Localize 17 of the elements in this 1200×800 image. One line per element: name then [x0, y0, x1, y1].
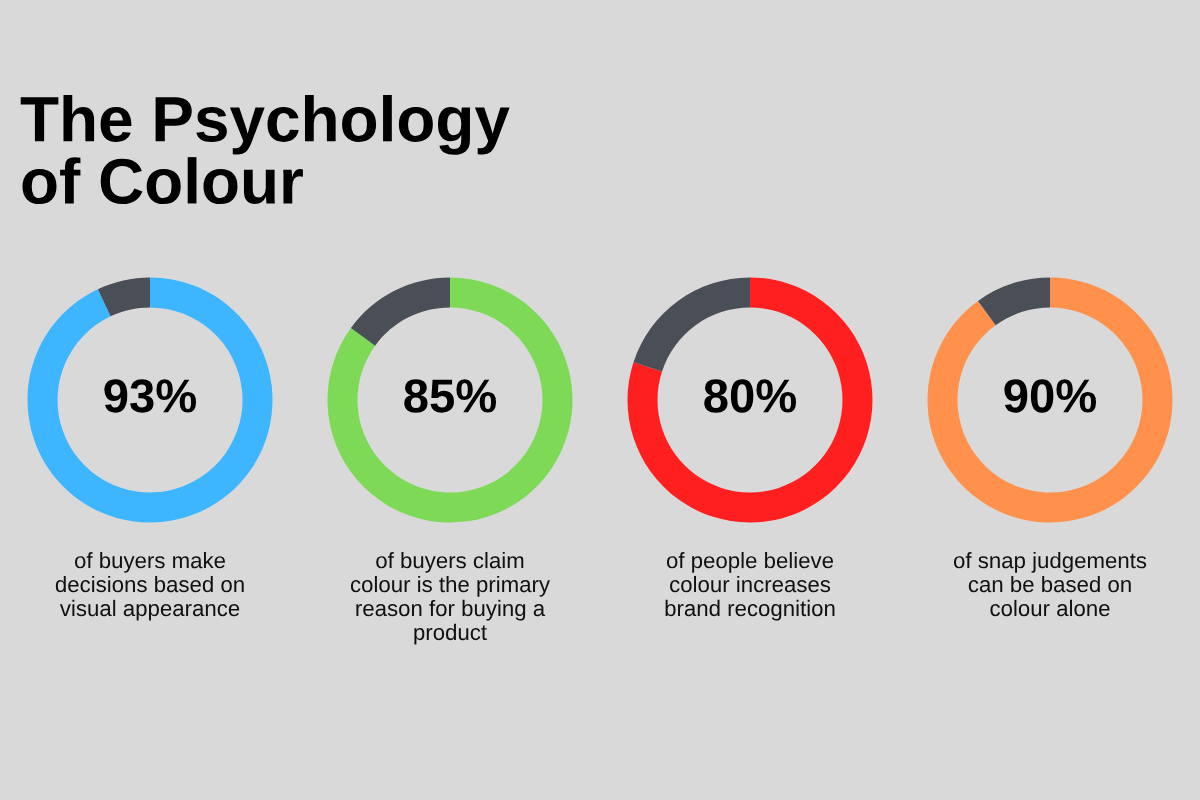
text: of snap judgements can be based on colour alone: [953, 552, 1147, 617]
data-label: 80%: [704, 379, 797, 413]
donut-slice: [633, 277, 750, 372]
donut-slice: [327, 277, 573, 523]
data-label: 93%: [104, 379, 197, 413]
donut-slice: [350, 277, 450, 346]
text: of buyers claim colour is the primary reason for buying a product: [350, 552, 550, 645]
donut-slice: [978, 277, 1050, 326]
data-label: 90%: [1004, 379, 1097, 413]
donut-slice: [627, 277, 873, 523]
donut-slice: [97, 277, 150, 317]
donut-slice: [27, 277, 273, 523]
text: of buyers make decisions based on visual appearance: [55, 552, 244, 621]
donut-slice: [927, 277, 1173, 523]
chart-title: The Psychology of Colour: [20, 95, 510, 205]
text: of people believe colour increases brand recognition: [665, 552, 835, 621]
data-label: 85%: [404, 379, 497, 413]
